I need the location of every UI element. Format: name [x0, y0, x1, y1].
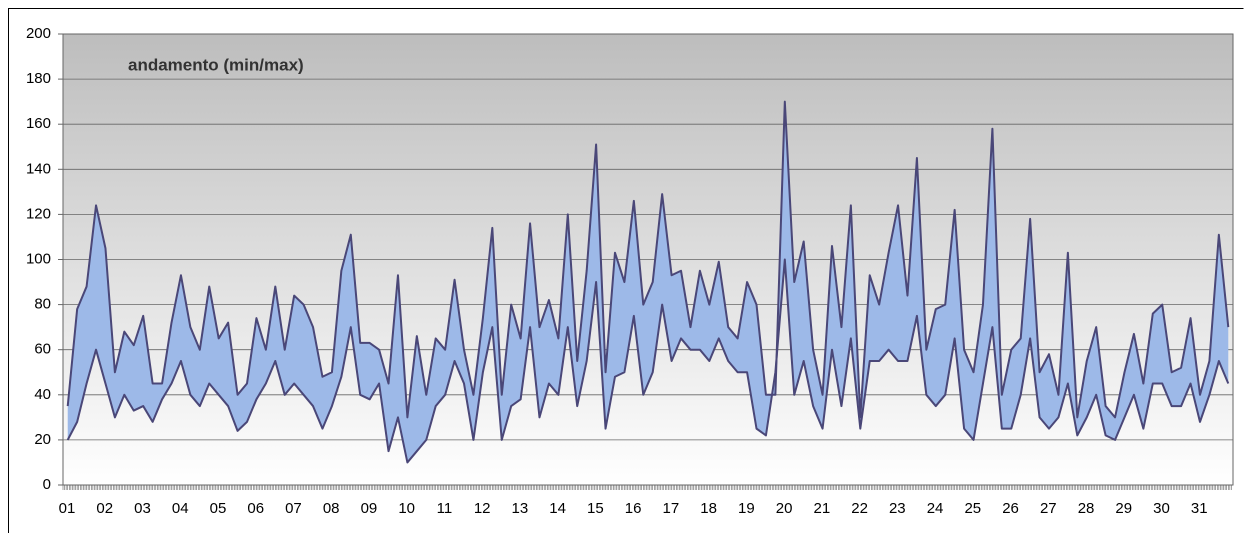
y-tick-label: 20	[34, 431, 51, 448]
y-tick-label: 160	[26, 115, 51, 132]
x-tick-label: 21	[813, 500, 830, 517]
x-tick-label: 02	[96, 500, 113, 517]
chart-title: andamento (min/max)	[128, 55, 304, 74]
x-tick-label: 30	[1153, 500, 1170, 517]
x-tick-label: 27	[1040, 500, 1057, 517]
x-tick-label: 31	[1191, 500, 1208, 517]
x-tick-label: 28	[1078, 500, 1095, 517]
x-tick-label: 03	[134, 500, 151, 517]
x-tick-label: 01	[59, 500, 76, 517]
y-tick-label: 200	[26, 25, 51, 42]
x-tick-label: 19	[738, 500, 755, 517]
x-tick-label: 12	[474, 500, 491, 517]
x-tick-label: 17	[663, 500, 680, 517]
x-tick-label: 24	[927, 500, 944, 517]
x-tick-label: 22	[851, 500, 868, 517]
y-tick-label: 60	[34, 341, 51, 358]
y-tick-label: 80	[34, 296, 51, 313]
series-line	[66, 258, 1230, 464]
x-tick-label: 06	[247, 500, 264, 517]
y-tick-label: 100	[26, 250, 51, 267]
x-tick-label: 15	[587, 500, 604, 517]
x-tick-label: 16	[625, 500, 642, 517]
x-tick-label: 04	[172, 500, 189, 517]
x-tick-label: 05	[210, 500, 227, 517]
x-tick-label: 14	[549, 500, 566, 517]
x-tick-label: 13	[512, 500, 529, 517]
y-tick-label: 180	[26, 70, 51, 87]
x-tick-label: 09	[361, 500, 378, 517]
y-tick-label: 40	[34, 386, 51, 403]
x-tick-label: 08	[323, 500, 340, 517]
x-tick-label: 26	[1002, 500, 1019, 517]
series-line	[66, 100, 1230, 419]
x-tick-label: 20	[776, 500, 793, 517]
x-tick-label: 10	[398, 500, 415, 517]
x-tick-label: 11	[437, 500, 453, 517]
x-tick-label: 07	[285, 500, 302, 517]
y-tick-label: 140	[26, 160, 51, 177]
y-tick-label: 0	[43, 476, 51, 493]
x-tick-label: 23	[889, 500, 906, 517]
x-tick-label: 29	[1115, 500, 1132, 517]
y-tick-label: 120	[26, 205, 51, 222]
frame	[8, 8, 1244, 533]
x-tick-label: 18	[700, 500, 717, 517]
x-tick-label: 25	[964, 500, 981, 517]
